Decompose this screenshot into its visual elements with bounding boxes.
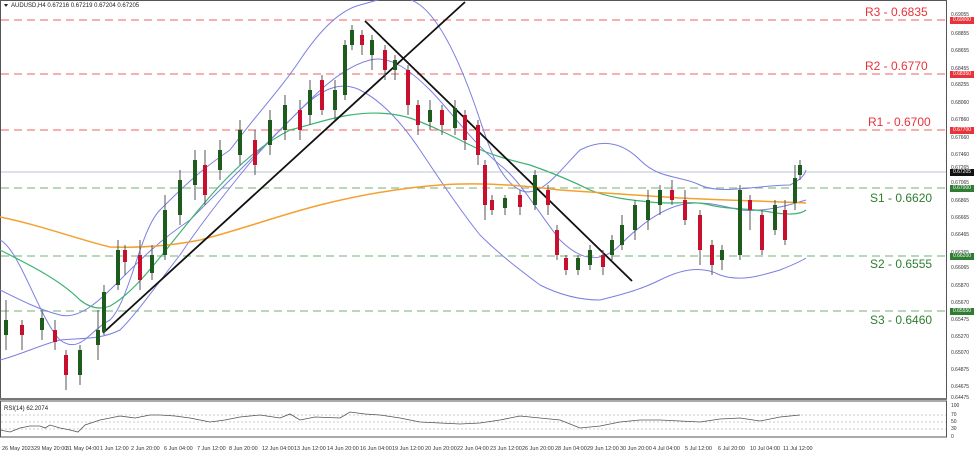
x-tick: 30 Jun 20:00 xyxy=(620,446,652,452)
x-tick: 4 Jul 04:00 xyxy=(653,446,680,452)
x-tick: 19 Jun 12:00 xyxy=(392,446,424,452)
x-tick: 26 May 2023 xyxy=(2,446,34,452)
s3-label: S3 - 0.6460 xyxy=(870,313,933,327)
x-tick: 1 Jun 12:00 xyxy=(100,446,129,452)
y-tick: 0.67860 xyxy=(951,117,970,123)
y-tick: 0.68255 xyxy=(951,82,970,88)
x-tick: 13 Jun 12:00 xyxy=(294,446,326,452)
x-tick: 31 May 04:00 xyxy=(66,446,100,452)
y-tick: 0.65270 xyxy=(951,334,970,340)
current-price-tag: 0.67205 xyxy=(950,169,974,176)
x-tick: 22 Jun 04:00 xyxy=(457,446,489,452)
rsi-tick: 100 xyxy=(951,403,960,409)
x-tick: 29 May 20:00 xyxy=(34,446,68,452)
rsi-tick: 50 xyxy=(951,419,957,425)
x-tick: 6 Jun 04:00 xyxy=(164,446,193,452)
x-tick: 23 Jun 12:00 xyxy=(490,446,522,452)
rsi-label: RSI(14) 62.2074 xyxy=(4,406,49,412)
s3-price-tag: 0.65550 xyxy=(950,308,974,315)
y-tick: 0.66665 xyxy=(951,215,970,221)
y-tick: 0.67065 xyxy=(951,180,970,186)
y-tick: 0.64875 xyxy=(951,367,970,373)
y-tick: 0.67660 xyxy=(951,135,970,141)
rsi-tick: 30 xyxy=(951,426,957,432)
y-tick: 0.65670 xyxy=(951,300,970,306)
x-tick: 11 Jul 12:00 xyxy=(783,446,813,452)
r2-price-tag: 0.68350 xyxy=(950,71,974,78)
x-tick: 28 Jun 04:00 xyxy=(555,446,587,452)
y-tick: 0.67460 xyxy=(951,152,970,158)
y-tick: 0.68060 xyxy=(951,100,970,106)
symbol-timeframe: AUDUSD,H4 xyxy=(11,3,46,9)
ohlc-values: 0.67216 0.67219 0.67204 0.67205 xyxy=(47,3,140,9)
y-tick: 0.69055 xyxy=(951,12,970,18)
y-tick: 0.68455 xyxy=(951,66,970,72)
x-tick: 2 Jun 20:00 xyxy=(131,446,160,452)
r2-label: R2 - 0.6770 xyxy=(865,59,928,73)
r3-price-tag: 0.69000 xyxy=(950,17,974,24)
y-tick: 0.66865 xyxy=(951,198,970,204)
rsi-tick: 0 xyxy=(951,434,954,440)
r3-label: R3 - 0.6835 xyxy=(865,5,928,19)
x-tick: 14 Jun 20:00 xyxy=(327,446,359,452)
s1-price-tag: 0.67000 xyxy=(950,185,974,192)
x-tick: 8 Jun 20:00 xyxy=(229,446,258,452)
s2-label: S2 - 0.6555 xyxy=(870,257,933,271)
s2-price-tag: 0.66200 xyxy=(950,253,974,260)
x-tick: 20 Jun 20:00 xyxy=(425,446,457,452)
y-tick: 0.65475 xyxy=(951,317,970,323)
y-tick: 0.65870 xyxy=(951,283,970,289)
x-tick: 29 Jun 12:00 xyxy=(587,446,619,452)
x-tick: 5 Jul 12:00 xyxy=(685,446,712,452)
chart-title: AUDUSD,H4 0.67216 0.67219 0.67204 0.6720… xyxy=(4,3,139,9)
y-tick: 0.65070 xyxy=(951,350,970,356)
y-tick: 0.67265 xyxy=(951,165,970,171)
r1-label: R1 - 0.6700 xyxy=(868,115,931,129)
x-tick: 10 Jul 04:00 xyxy=(750,446,780,452)
y-tick: 0.68855 xyxy=(951,31,970,37)
x-tick: 7 Jun 12:00 xyxy=(197,446,226,452)
s1-label: S1 - 0.6620 xyxy=(870,191,933,205)
y-tick: 0.68655 xyxy=(951,48,970,54)
x-tick: 26 Jun 20:00 xyxy=(522,446,554,452)
y-tick: 0.66465 xyxy=(951,232,970,238)
y-tick: 0.66065 xyxy=(951,265,970,271)
rsi-tick: 70 xyxy=(951,412,957,418)
y-tick: 0.64675 xyxy=(951,384,970,390)
r1-price-tag: 0.67700 xyxy=(950,127,974,134)
x-tick: 12 Jun 04:00 xyxy=(262,446,294,452)
y-tick: 0.64475 xyxy=(951,395,970,401)
x-tick: 16 Jun 04:00 xyxy=(360,446,392,452)
x-tick: 6 Jul 20:00 xyxy=(718,446,745,452)
dropdown-triangle-icon[interactable] xyxy=(4,3,8,7)
